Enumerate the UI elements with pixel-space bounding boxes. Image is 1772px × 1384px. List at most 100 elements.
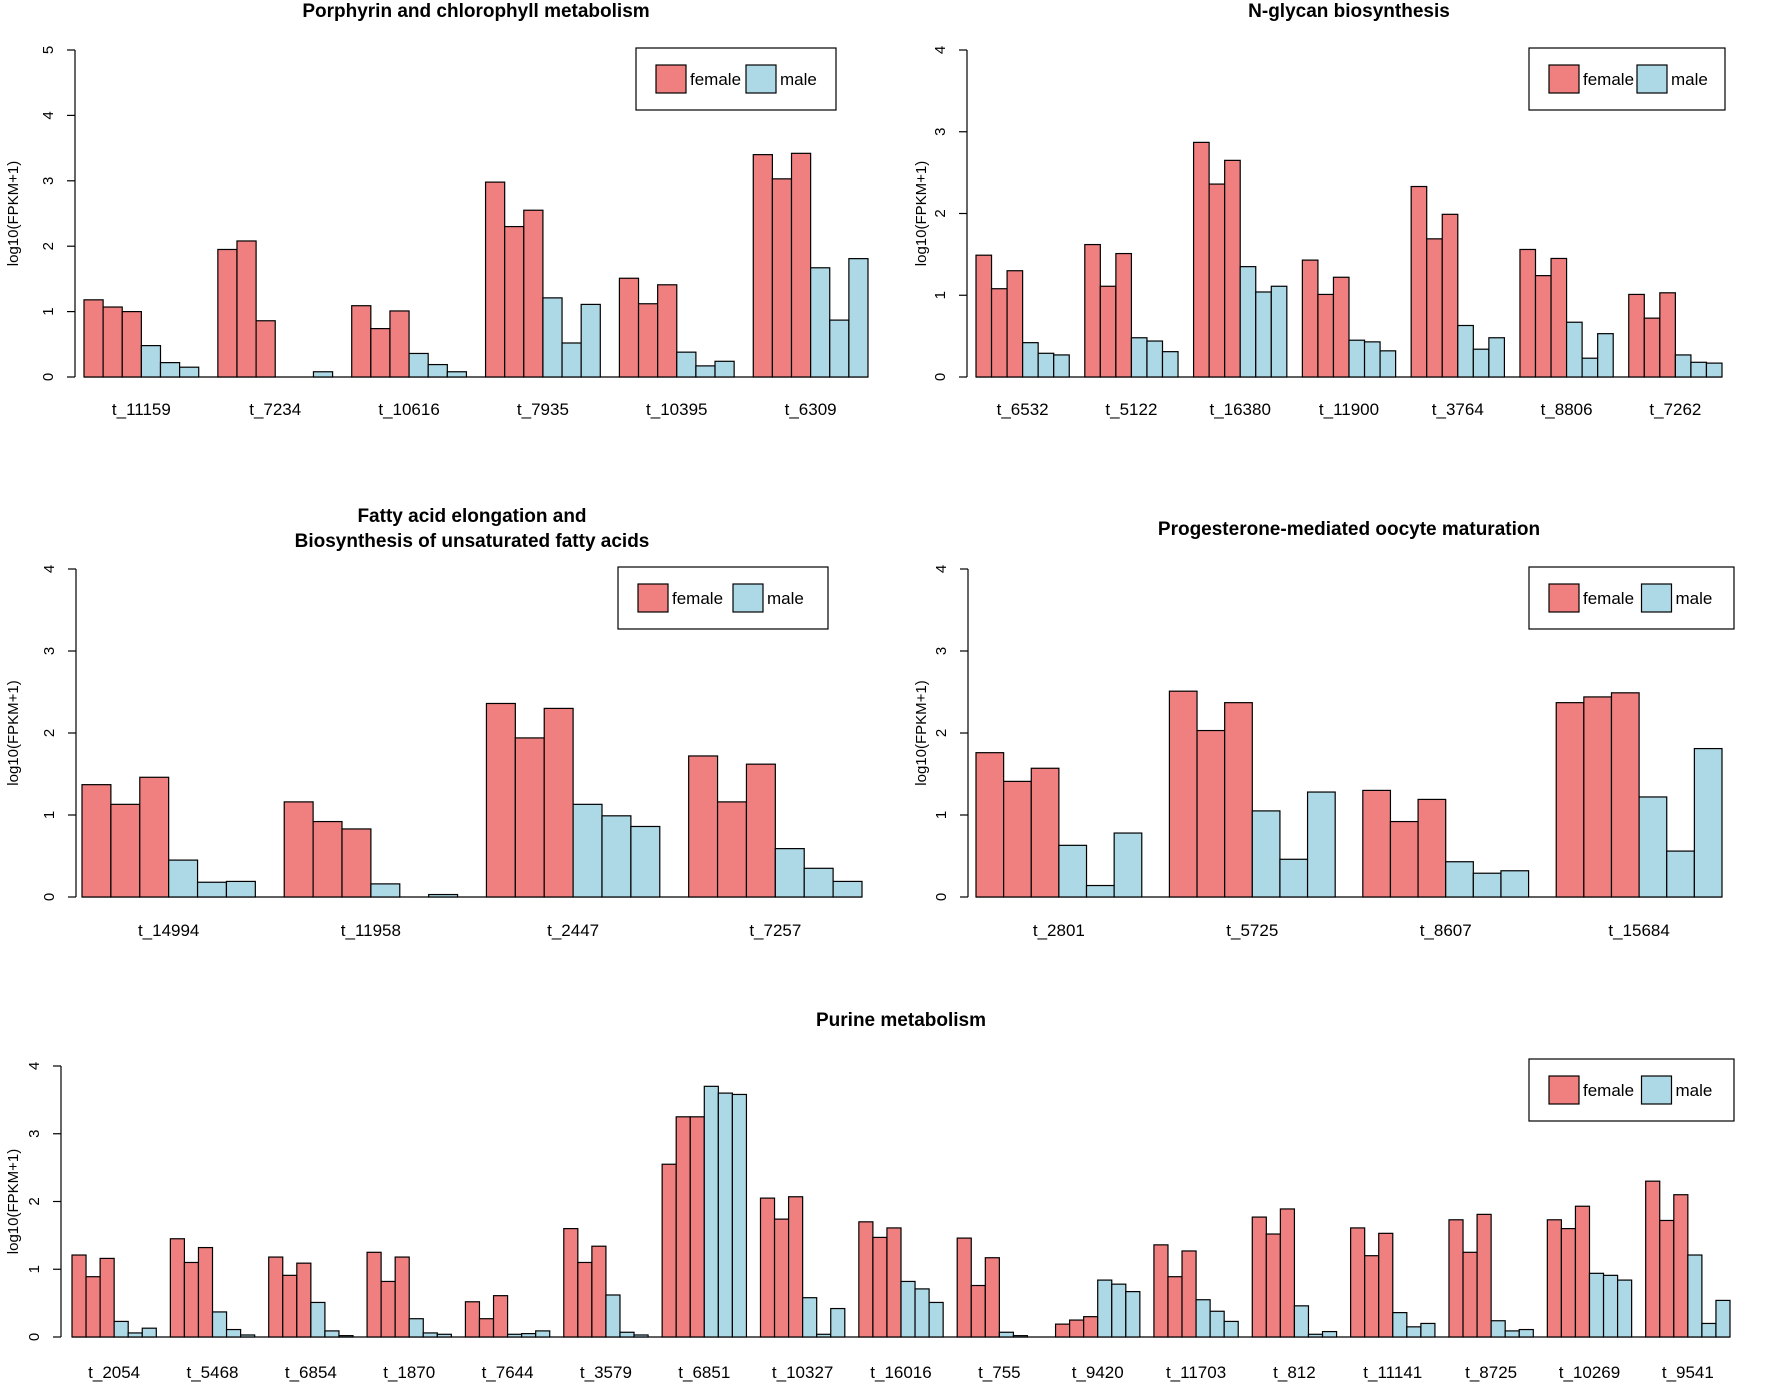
bar-male-t-6532-2	[1037, 352, 1055, 378]
bar-female-t-7257-2	[716, 801, 748, 898]
bar-female-t-3579-1	[563, 1227, 579, 1338]
chart-title-line-2: Biosynthesis of unsaturated fatty acids	[295, 531, 650, 552]
bar-male-t-3764-1	[1457, 324, 1474, 378]
y-tick-label: 3	[932, 128, 949, 136]
bar-male-t-11159-2	[159, 362, 181, 378]
bar-male-t-9541-3	[1715, 1299, 1731, 1338]
legend: female male	[617, 566, 829, 630]
bar-female-t-6854-1	[268, 1256, 284, 1338]
bar-male-t-14994-1	[168, 859, 199, 898]
bar-female-t-2447-2	[514, 737, 545, 898]
bar-male-t-16380-3	[1270, 285, 1288, 378]
bar-male-t-5468-3	[240, 1334, 256, 1338]
bar-group-t-2447	[485, 702, 661, 898]
bar-female-t-2054-3	[99, 1257, 115, 1338]
bar-male-t-11958-3	[428, 893, 459, 898]
bar-group-t-3579	[563, 1227, 649, 1338]
bar-female-t-9420-2	[1069, 1319, 1085, 1338]
bar-male-t-2054-2	[127, 1332, 143, 1338]
y-tick-label: 4	[933, 565, 950, 573]
bar-group-t-11141	[1350, 1227, 1436, 1338]
bar-male-t-10395-3	[714, 360, 735, 378]
y-axis-title: log10(FPKM+1)	[913, 680, 930, 785]
bar-male-t-6532-1	[1022, 342, 1039, 378]
bar-female-t-6532-1	[975, 254, 993, 378]
bar-female-t-1870-2	[380, 1280, 396, 1338]
bar-group-t-8607	[1362, 789, 1530, 898]
bar-female-t-11958-3	[341, 828, 372, 898]
x-tick-label: t_15684	[1608, 921, 1669, 940]
bar-male-t-11159-3	[179, 366, 200, 378]
bar-male-t-7257-1	[774, 848, 805, 898]
chart-title: Progesterone-mediated oocyte maturation	[1158, 519, 1540, 540]
bar-male-t-16380-1	[1239, 266, 1257, 378]
bar-male-t-11141-2	[1406, 1326, 1422, 1338]
y-tick-label: 0	[41, 893, 58, 901]
bar-male-t-10616-2	[427, 363, 448, 378]
bar-female-t-8607-1	[1362, 789, 1392, 898]
bar-male-t-5468-2	[225, 1328, 242, 1338]
bar-group-t-812	[1251, 1208, 1338, 1338]
x-tick-label: t_11159	[112, 400, 171, 419]
bar-female-t-2054-2	[85, 1276, 101, 1338]
bar-female-t-7644-2	[478, 1318, 495, 1338]
bar-male-t-8806-2	[1581, 357, 1599, 378]
bar-female-t-8806-2	[1534, 275, 1552, 378]
bar-male-t-3579-2	[619, 1331, 635, 1338]
bar-female-t-7257-3	[745, 763, 776, 898]
bar-female-t-9541-1	[1645, 1180, 1661, 1338]
bar-female-t-8607-3	[1417, 798, 1447, 898]
bar-female-t-6854-2	[282, 1274, 298, 1338]
bar-group-t-10327	[759, 1196, 846, 1338]
x-tick-label: t_812	[1273, 1363, 1316, 1382]
bar-female-t-5468-1	[169, 1238, 186, 1338]
bar-male-t-8725-1	[1490, 1320, 1506, 1338]
chart-panel-1: Porphyrin and chlorophyll metabolism 0 1 2 3…	[5, 1, 869, 419]
bar-male-t-16016-1	[900, 1280, 916, 1338]
x-tick-label: t_8607	[1420, 921, 1472, 940]
bar-male-t-8725-3	[1518, 1328, 1534, 1338]
bar-group-t-10269	[1546, 1205, 1633, 1338]
bar-female-t-11141-3	[1378, 1232, 1394, 1338]
bar-female-t-2054-1	[71, 1254, 87, 1338]
x-tick-label: t_11141	[1363, 1363, 1422, 1382]
bar-female-t-8725-2	[1462, 1251, 1478, 1338]
bar-group-t-7644	[464, 1295, 551, 1338]
bar-male-t-7234-3	[312, 371, 334, 378]
bar-female-t-10269-3	[1574, 1205, 1591, 1338]
bar-female-t-5122-2	[1099, 285, 1117, 378]
bar-female-t-7262-1	[1628, 293, 1645, 378]
y-tick-label: 0	[40, 373, 57, 381]
bar-female-t-5468-3	[197, 1246, 214, 1338]
bar-female-t-16380-3	[1224, 159, 1241, 378]
y-axis-title: log10(FPKM+1)	[5, 161, 22, 266]
chart-title: Porphyrin and chlorophyll metabolism	[302, 1, 649, 22]
x-tick-label: t_7262	[1649, 400, 1701, 419]
bar-male-t-755-1	[998, 1331, 1015, 1338]
bar-female-t-10327-1	[759, 1197, 776, 1338]
bar-male-t-8806-3	[1597, 333, 1614, 378]
bar-group-t-755	[956, 1237, 1029, 1338]
bar-group-t-6854	[268, 1256, 354, 1338]
x-tick-label: t_10327	[772, 1363, 833, 1382]
legend-label-female: female	[672, 589, 723, 608]
bar-female-t-755-1	[956, 1237, 972, 1338]
bar-male-t-7257-2	[803, 867, 834, 898]
bar-male-t-3579-3	[633, 1334, 649, 1338]
x-tick-label: t_5122	[1105, 400, 1157, 419]
y-tick-label: 1	[933, 811, 950, 819]
legend-label-female: female	[1583, 589, 1634, 608]
y-tick-label: 1	[41, 811, 58, 819]
bar-male-t-5122-3	[1161, 351, 1179, 378]
legend-label-male: male	[1676, 1081, 1713, 1100]
chart-panel-4: Progesterone-mediated oocyte maturation 0…	[913, 519, 1735, 940]
bar-female-t-14994-1	[81, 784, 112, 898]
y-tick-label: 2	[40, 242, 57, 250]
x-tick-label: t_9420	[1072, 1363, 1124, 1382]
bar-female-t-9541-3	[1673, 1194, 1689, 1338]
bar-group-t-1870	[366, 1251, 452, 1338]
y-tick-label: 5	[40, 46, 57, 54]
bar-group-t-3764	[1410, 185, 1506, 378]
bar-male-t-15684-1	[1638, 796, 1668, 898]
x-tick-label: t_8806	[1541, 400, 1593, 419]
